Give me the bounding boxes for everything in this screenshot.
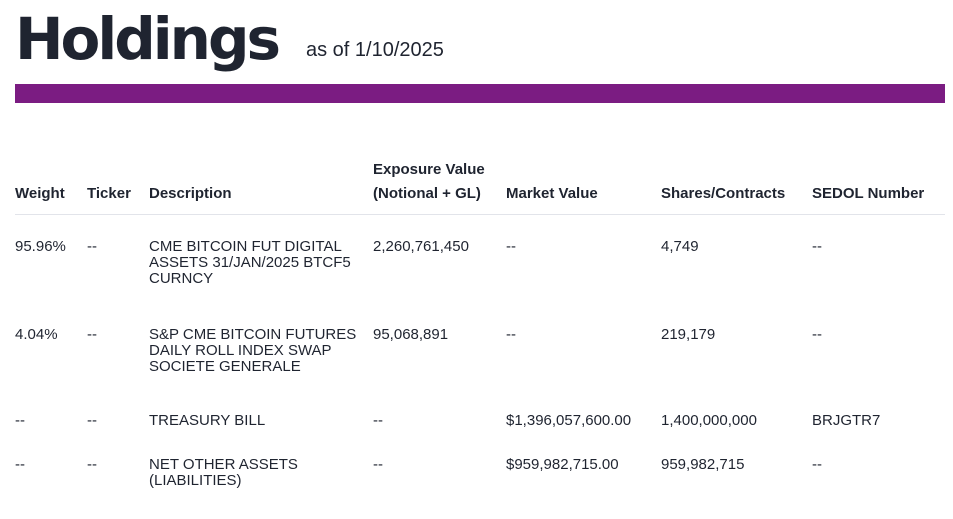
- cell-shares-contracts: 4,749: [661, 238, 699, 255]
- table-row: -- -- NET OTHER ASSETS (LIABILITIES) -- …: [15, 447, 945, 489]
- cell-weight: --: [15, 456, 25, 473]
- cell-shares-contracts: 959,982,715: [661, 456, 745, 473]
- column-header-weight[interactable]: Weight: [15, 158, 87, 215]
- cell-shares-contracts: 219,179: [661, 326, 716, 343]
- cell-sedol-number: --: [812, 238, 822, 255]
- cell-market-value: $959,982,715.00: [506, 456, 619, 473]
- cell-exposure-value: 2,260,761,450: [373, 238, 469, 255]
- cell-market-value: $1,396,057,600.00: [506, 412, 632, 429]
- cell-market-value: --: [506, 326, 516, 343]
- cell-ticker: --: [87, 456, 97, 473]
- cell-sedol-number: BRJGTR7: [812, 412, 881, 429]
- page-title: Holdings: [15, 5, 281, 73]
- cell-description: CME BITCOIN FUT DIGITAL ASSETS 31/JAN/20…: [149, 238, 351, 287]
- accent-bar: [15, 84, 945, 103]
- cell-sedol-number: --: [812, 456, 822, 473]
- cell-weight: 4.04%: [15, 326, 58, 343]
- column-header-sedol-number[interactable]: SEDOL Number: [812, 158, 945, 215]
- column-header-exposure-value[interactable]: Exposure Value (Notional + GL): [373, 158, 506, 215]
- cell-shares-contracts: 1,400,000,000: [661, 412, 757, 429]
- column-header-ticker[interactable]: Ticker: [87, 158, 149, 215]
- table-row: 4.04% -- S&P CME BITCOIN FUTURES DAILY R…: [15, 309, 945, 403]
- cell-description: TREASURY BILL: [149, 412, 266, 429]
- cell-ticker: --: [87, 238, 97, 255]
- table-header-row: Weight Ticker Description Exposure Value…: [15, 158, 945, 215]
- cell-weight: --: [15, 412, 25, 429]
- as-of-date: as of 1/10/2025: [306, 39, 444, 61]
- cell-ticker: --: [87, 326, 97, 343]
- column-header-market-value[interactable]: Market Value: [506, 158, 661, 215]
- holdings-table: Weight Ticker Description Exposure Value…: [15, 158, 945, 489]
- cell-sedol-number: --: [812, 326, 822, 343]
- cell-market-value: --: [506, 238, 516, 255]
- column-header-shares-contracts[interactable]: Shares/Contracts: [661, 158, 812, 215]
- table-row: -- -- TREASURY BILL -- $1,396,057,600.00…: [15, 403, 945, 447]
- column-header-description[interactable]: Description: [149, 158, 373, 215]
- cell-exposure-value: 95,068,891: [373, 326, 449, 343]
- cell-exposure-value: --: [373, 456, 383, 473]
- cell-description: NET OTHER ASSETS (LIABILITIES): [149, 456, 298, 489]
- cell-ticker: --: [87, 412, 97, 429]
- cell-description: S&P CME BITCOIN FUTURES DAILY ROLL INDEX…: [149, 326, 357, 375]
- cell-exposure-value: --: [373, 412, 383, 429]
- header: Holdings as of 1/10/2025: [15, 4, 444, 74]
- cell-weight: 95.96%: [15, 238, 66, 255]
- table-row: 95.96% -- CME BITCOIN FUT DIGITAL ASSETS…: [15, 215, 945, 310]
